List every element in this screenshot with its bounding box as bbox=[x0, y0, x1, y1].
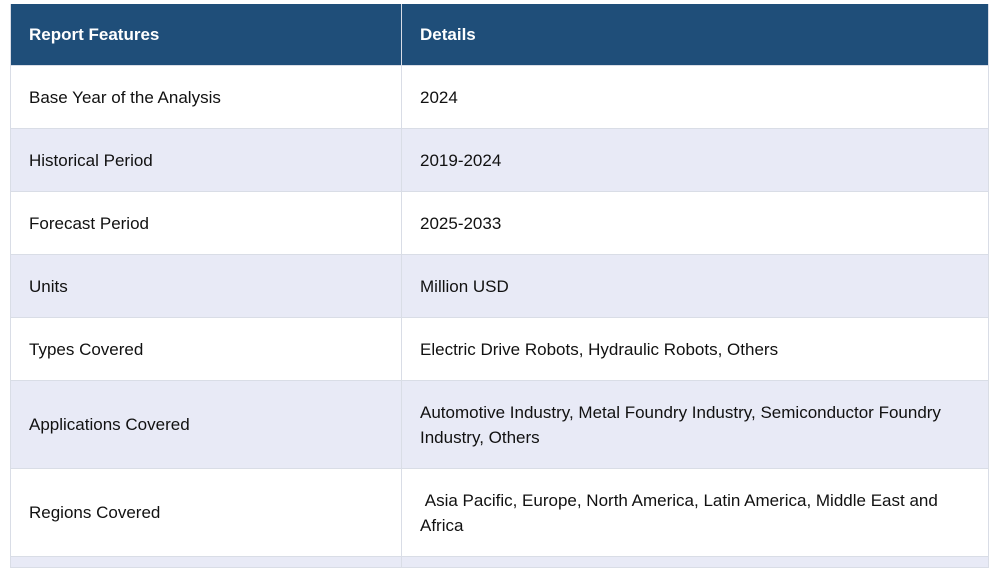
feature-cell: Regions Covered bbox=[10, 468, 402, 557]
report-features-table-container: Report Features Details Base Year of the… bbox=[10, 4, 989, 568]
table-row: Regions Covered Asia Pacific, Europe, No… bbox=[10, 468, 989, 557]
details-cell: 2019-2024 bbox=[401, 128, 989, 192]
table-row: Forecast Period 2025-2033 bbox=[10, 191, 989, 255]
details-cell: Million USD bbox=[401, 254, 989, 318]
table-row-partial bbox=[10, 556, 989, 568]
column-header-details: Details bbox=[401, 4, 989, 66]
feature-cell: Base Year of the Analysis bbox=[10, 65, 402, 129]
details-cell: Electric Drive Robots, Hydraulic Robots,… bbox=[401, 317, 989, 381]
feature-cell-partial bbox=[10, 556, 402, 568]
report-features-table: Report Features Details Base Year of the… bbox=[10, 4, 989, 568]
table-row: Types Covered Electric Drive Robots, Hyd… bbox=[10, 317, 989, 381]
feature-cell: Applications Covered bbox=[10, 380, 402, 469]
feature-cell: Units bbox=[10, 254, 402, 318]
table-row: Units Million USD bbox=[10, 254, 989, 318]
column-header-report-features: Report Features bbox=[10, 4, 402, 66]
table-row: Historical Period 2019-2024 bbox=[10, 128, 989, 192]
table-row: Base Year of the Analysis 2024 bbox=[10, 65, 989, 129]
feature-cell: Historical Period bbox=[10, 128, 402, 192]
feature-cell: Types Covered bbox=[10, 317, 402, 381]
table-row: Applications Covered Automotive Industry… bbox=[10, 380, 989, 469]
details-cell: 2025-2033 bbox=[401, 191, 989, 255]
details-cell: 2024 bbox=[401, 65, 989, 129]
details-cell-partial bbox=[401, 556, 989, 568]
details-cell: Automotive Industry, Metal Foundry Indus… bbox=[401, 380, 989, 469]
feature-cell: Forecast Period bbox=[10, 191, 402, 255]
details-cell: Asia Pacific, Europe, North America, Lat… bbox=[401, 468, 989, 557]
table-header-row: Report Features Details bbox=[10, 4, 989, 66]
